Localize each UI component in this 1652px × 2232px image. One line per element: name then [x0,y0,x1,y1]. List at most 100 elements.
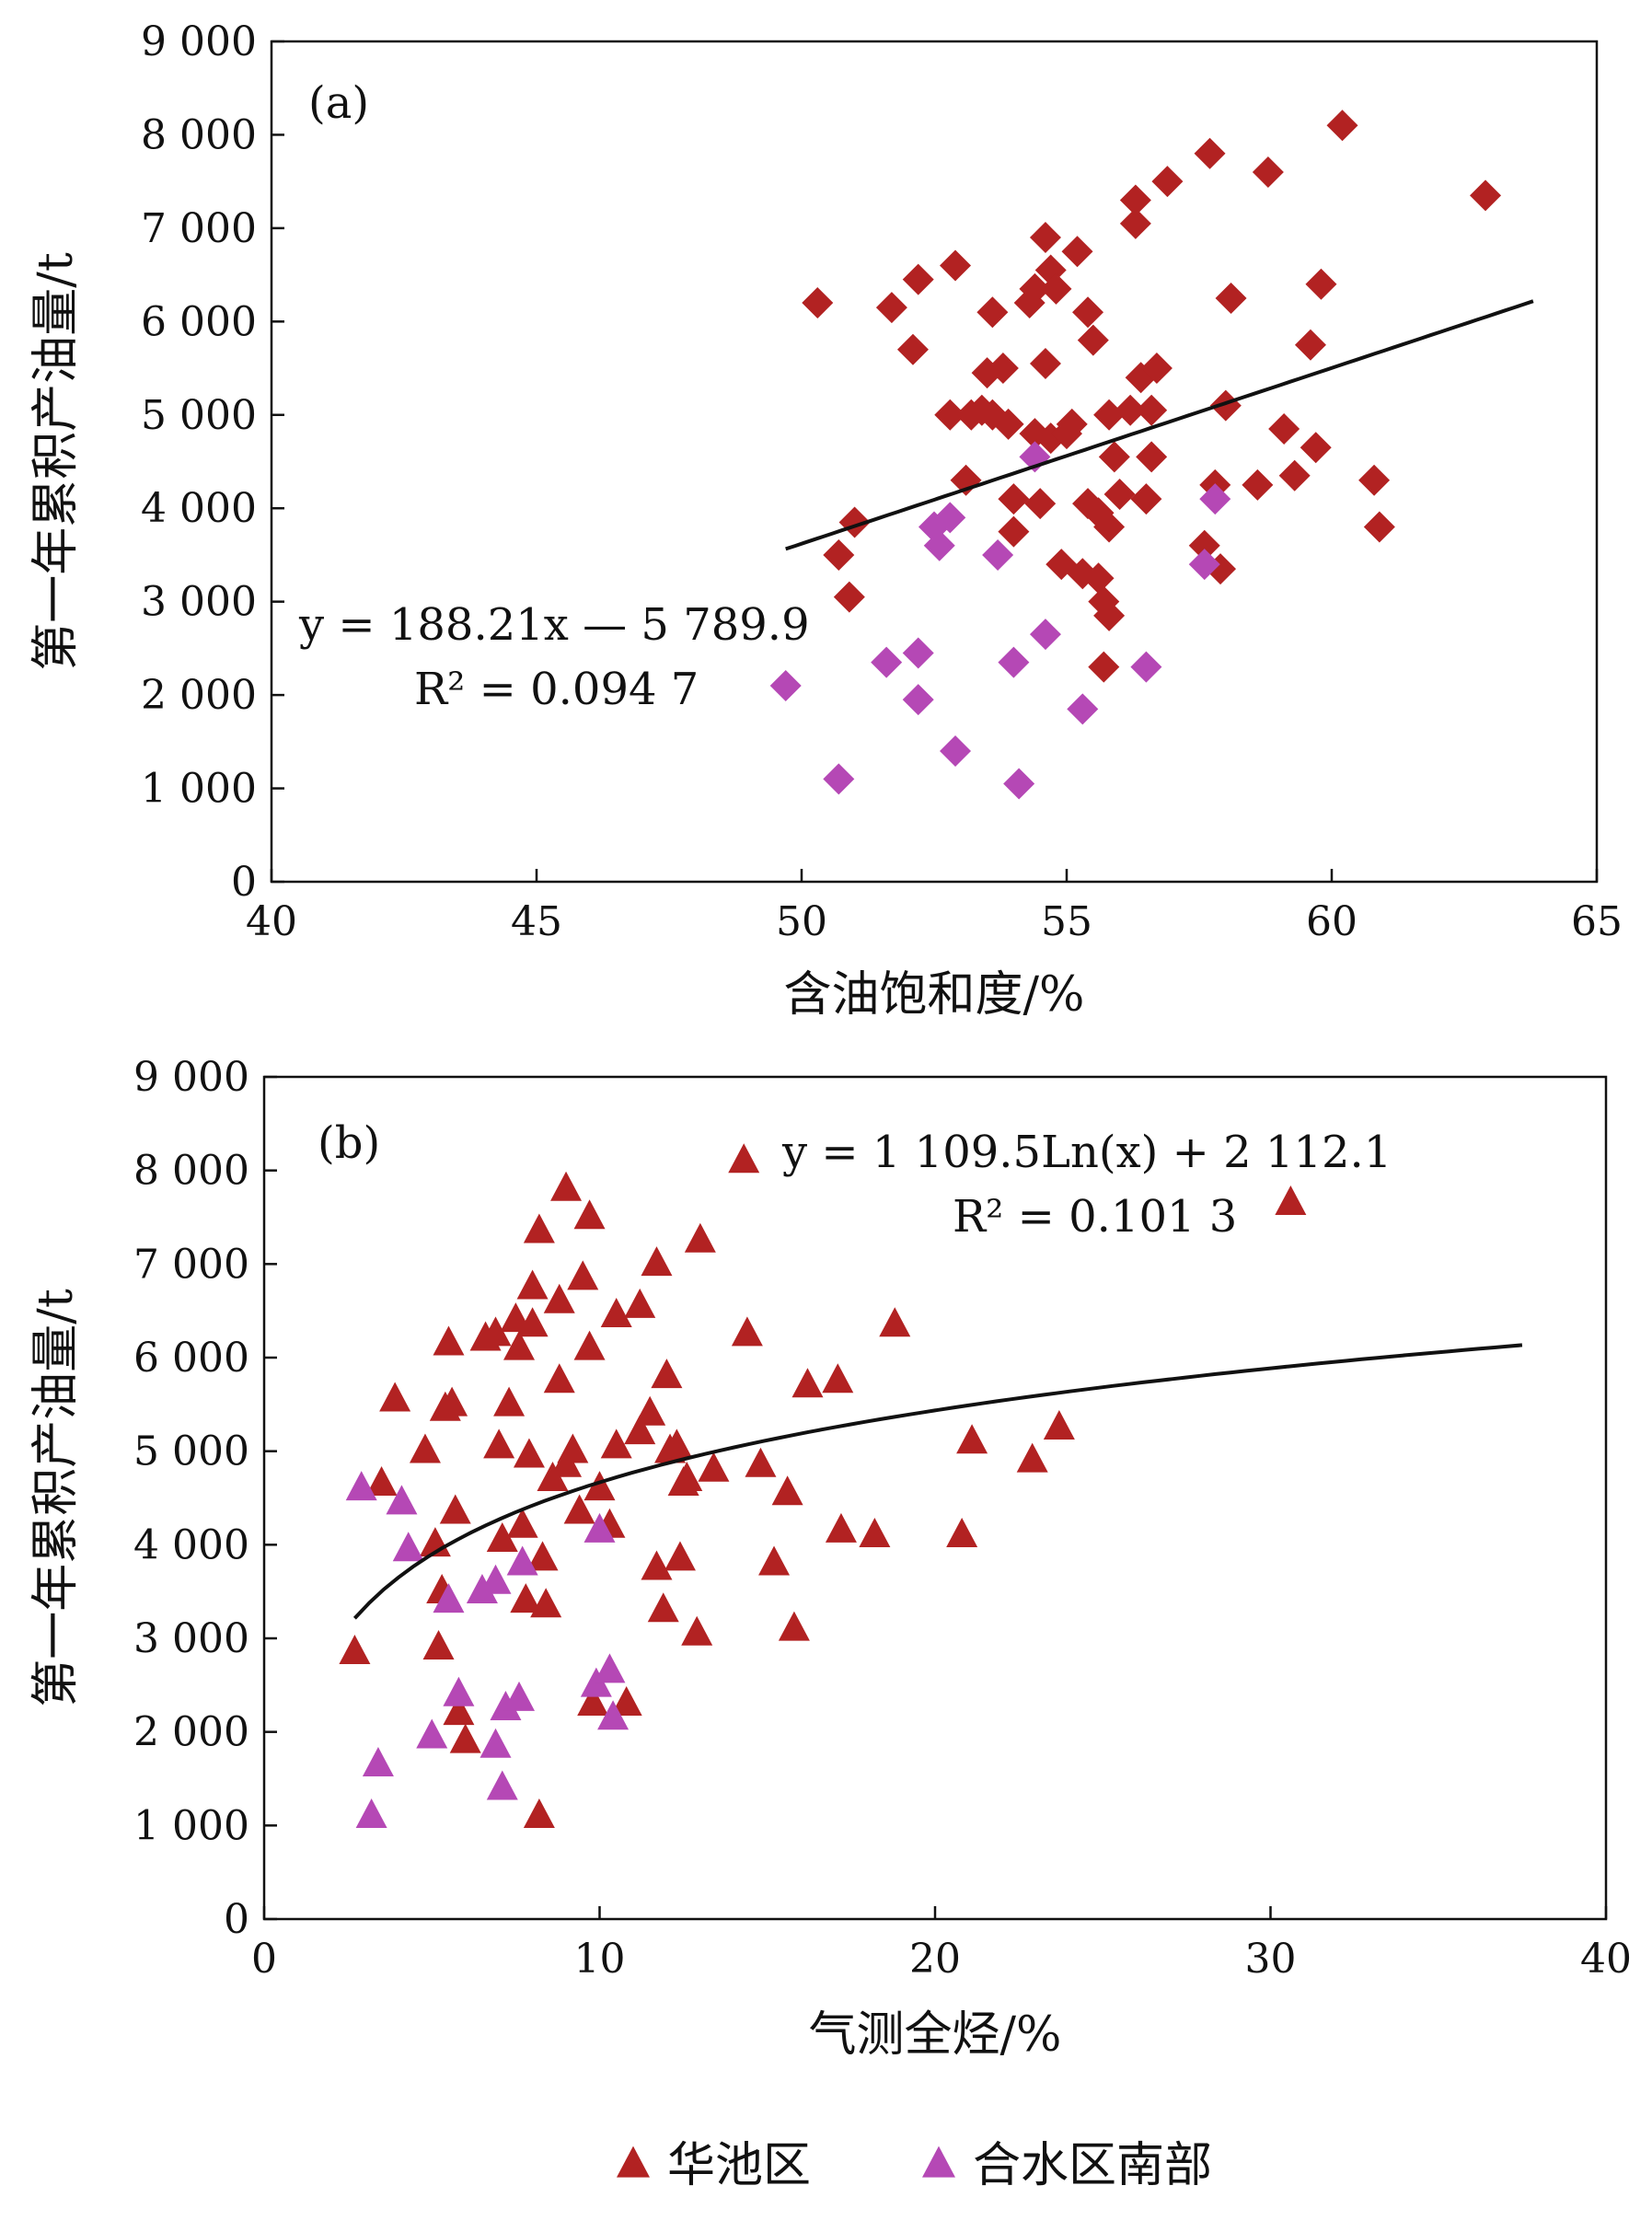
data-point-huachi [1151,166,1184,198]
data-point-huachi [1082,562,1115,595]
data-point-heshui_south [355,1798,387,1828]
y-tick-label: 0 [231,859,257,906]
data-point-heshui_south [1029,619,1061,651]
data-point-huachi [583,1471,616,1501]
data-point-huachi [634,1395,666,1426]
data-point-huachi [1093,511,1126,543]
data-point-heshui_south [416,1718,448,1749]
data-point-heshui_south [998,646,1030,678]
y-tick-label: 9 000 [141,18,257,65]
y-tick-label: 1 000 [141,766,257,813]
y-tick-label: 2 000 [133,1709,249,1756]
data-point-heshui_south [583,1512,616,1543]
data-point-heshui_south [1003,768,1035,800]
data-point-huachi [433,1325,465,1356]
data-point-huachi [956,1424,988,1454]
data-point-heshui_south [1188,549,1220,581]
data-point-heshui_south [1019,441,1051,473]
y-axis-title: 第一年累积产油量/t [29,252,84,671]
legend-label: 合水区南部 [973,2138,1212,2193]
data-point-huachi [1136,394,1168,426]
data-point-huachi [1188,529,1220,561]
data-point-heshui_south [1199,483,1231,515]
data-point-heshui_south [823,763,855,795]
data-point-huachi [879,1307,911,1337]
data-point-huachi [1194,137,1226,169]
data-point-huachi [479,1316,512,1347]
data-point-huachi [1115,394,1147,426]
plot-frame [270,40,1599,884]
panel-b: 0 10 20 30 40 0 1 000 2 000 3 000 4 000 5 000 6 000… [29,1054,1632,2063]
data-point-huachi [823,538,855,571]
data-point-huachi [896,333,929,365]
x-tick-label: 30 [1245,1936,1297,1983]
data-point-huachi [510,1583,542,1613]
data-point-heshui_south [479,1564,512,1594]
legend-label: 华池区 [667,2138,811,2193]
data-point-huachi [992,408,1024,440]
legend: 华池区 合水区南部 [617,2138,1212,2193]
data-point-huachi [641,1550,673,1580]
data-point-huachi [573,1330,606,1360]
data-point-huachi [1275,1185,1307,1216]
data-point-huachi [1209,389,1242,422]
data-point-huachi [728,1143,760,1174]
data-point-huachi [641,1246,673,1277]
data-point-huachi [486,1522,518,1553]
data-point-huachi [976,296,1009,329]
y-tick-label: 7 000 [141,205,257,252]
data-point-huachi [998,483,1030,515]
data-point-huachi [681,1615,713,1646]
data-point-huachi [610,1685,642,1716]
y-axis-title: 第一年累积产油量/t [29,1289,84,1707]
data-point-huachi [1215,282,1247,314]
data-point-huachi [1093,399,1126,431]
trend-equation: y = 188.21x — 5 789.9 [298,599,810,651]
data-point-heshui_south [506,1545,538,1576]
data-point-huachi [664,1541,696,1571]
y-tick-label: 9 000 [133,1054,249,1101]
data-point-huachi [1077,324,1109,356]
data-point-huachi [651,1359,683,1389]
data-point-huachi [1242,468,1274,501]
data-point-huachi [1019,272,1051,305]
data-point-huachi [661,1428,693,1459]
data-point-huachi [1119,207,1151,239]
data-point-huachi [1305,268,1337,300]
data-point-heshui_south [982,538,1014,571]
data-point-huachi [1056,408,1088,440]
data-point-huachi [493,1386,526,1417]
data-point-huachi [543,1283,575,1313]
data-point-heshui_south [1130,651,1162,683]
data-point-huachi [1043,1410,1075,1440]
data-point-huachi [550,1171,583,1201]
y-tick-label: 8 000 [141,111,257,158]
data-point-huachi [1029,222,1061,254]
data-point-huachi [875,292,907,324]
data-point-huachi [825,1512,857,1543]
data-point-huachi [439,1494,471,1524]
data-point-huachi [449,1723,481,1753]
data-point-huachi [1470,179,1502,212]
panel-a: 40 45 50 55 60 65 0 1 000 2 000 3 000 4 000 5 000 6 … [29,18,1623,1023]
data-point-huachi [1140,353,1173,385]
data-point-heshui_south [902,637,934,669]
x-tick-label: 50 [776,898,827,945]
data-point-huachi [503,1330,536,1360]
data-point-huachi [1268,412,1300,445]
data-point-huachi [771,1475,803,1506]
data-point-heshui_south [490,1691,522,1721]
x-tick-label: 40 [246,898,297,945]
data-point-huachi [745,1447,777,1477]
data-point-heshui_south [871,646,903,678]
y-tick-label: 8 000 [133,1148,249,1195]
data-point-huachi [600,1428,632,1459]
data-point-huachi [1061,236,1093,268]
data-point-heshui_south [923,529,955,561]
data-point-heshui_south [597,1700,630,1730]
x-tick-label: 55 [1041,898,1092,945]
data-point-huachi [998,515,1030,548]
data-point-huachi [409,1433,441,1463]
